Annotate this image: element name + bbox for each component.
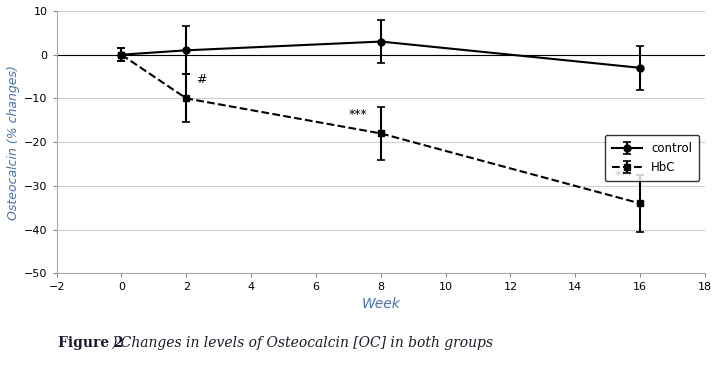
Legend: control, HbC: control, HbC <box>605 135 699 181</box>
Text: Figure 2: Figure 2 <box>58 337 123 350</box>
Text: #: # <box>196 73 206 86</box>
Y-axis label: Osteocalcin (% changes): Osteocalcin (% changes) <box>7 65 20 220</box>
X-axis label: Week: Week <box>362 297 400 311</box>
Text: ***: *** <box>614 169 633 182</box>
Text: ***: *** <box>349 108 367 121</box>
Text: ) Changes in levels of Osteocalcin [OC] in both groups: ) Changes in levels of Osteocalcin [OC] … <box>111 336 493 350</box>
